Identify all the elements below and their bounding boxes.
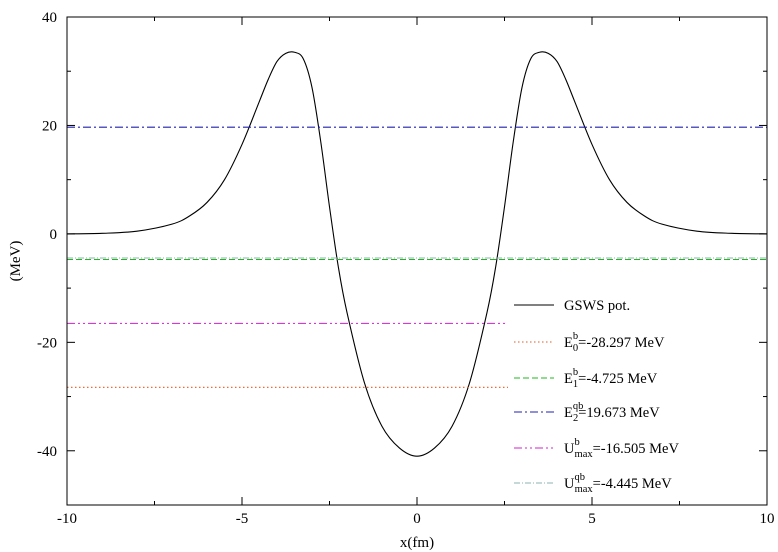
legend-label-e1: Eb 1=-4.725 MeV	[564, 367, 658, 390]
labels-layer: x(fm) (MeV)	[8, 241, 434, 551]
series-layer	[66, 51, 768, 457]
x-axis-label: x(fm)	[400, 535, 434, 551]
x-tick-label: 0	[413, 511, 421, 527]
y-tick-label: 20	[42, 118, 57, 134]
series-line-gsws	[66, 51, 768, 457]
y-tick-label: 40	[42, 10, 57, 26]
y-tick-label: -20	[37, 335, 57, 351]
legend-label-umaxqb: Uqb max=-4.445 MeV	[564, 472, 672, 495]
y-axis-label: (MeV)	[8, 241, 24, 282]
ticks-layer: -10 -5 0 5 10 -40 -20 0 20 40	[37, 10, 775, 527]
x-tick-label: 10	[760, 511, 775, 527]
x-tick-label: 5	[588, 511, 596, 527]
legend-label-e0: Eb 0=-28.297 MeV	[564, 331, 665, 354]
y-tick-label: 0	[50, 227, 58, 243]
x-tick-label: -10	[57, 511, 77, 527]
legend-label-gsws: GSWS pot.	[564, 298, 630, 314]
x-tick-label: -5	[236, 511, 249, 527]
legend-label-e2: Eqb 2=19.673 MeV	[564, 401, 660, 424]
legend: GSWS pot. Eb 0=-28.297 MeV Eb 1=-4.725 MeV Eq…	[514, 298, 679, 495]
legend-label-umaxb: Ub max=-16.505 MeV	[564, 437, 679, 460]
y-tick-label: -40	[37, 444, 57, 460]
